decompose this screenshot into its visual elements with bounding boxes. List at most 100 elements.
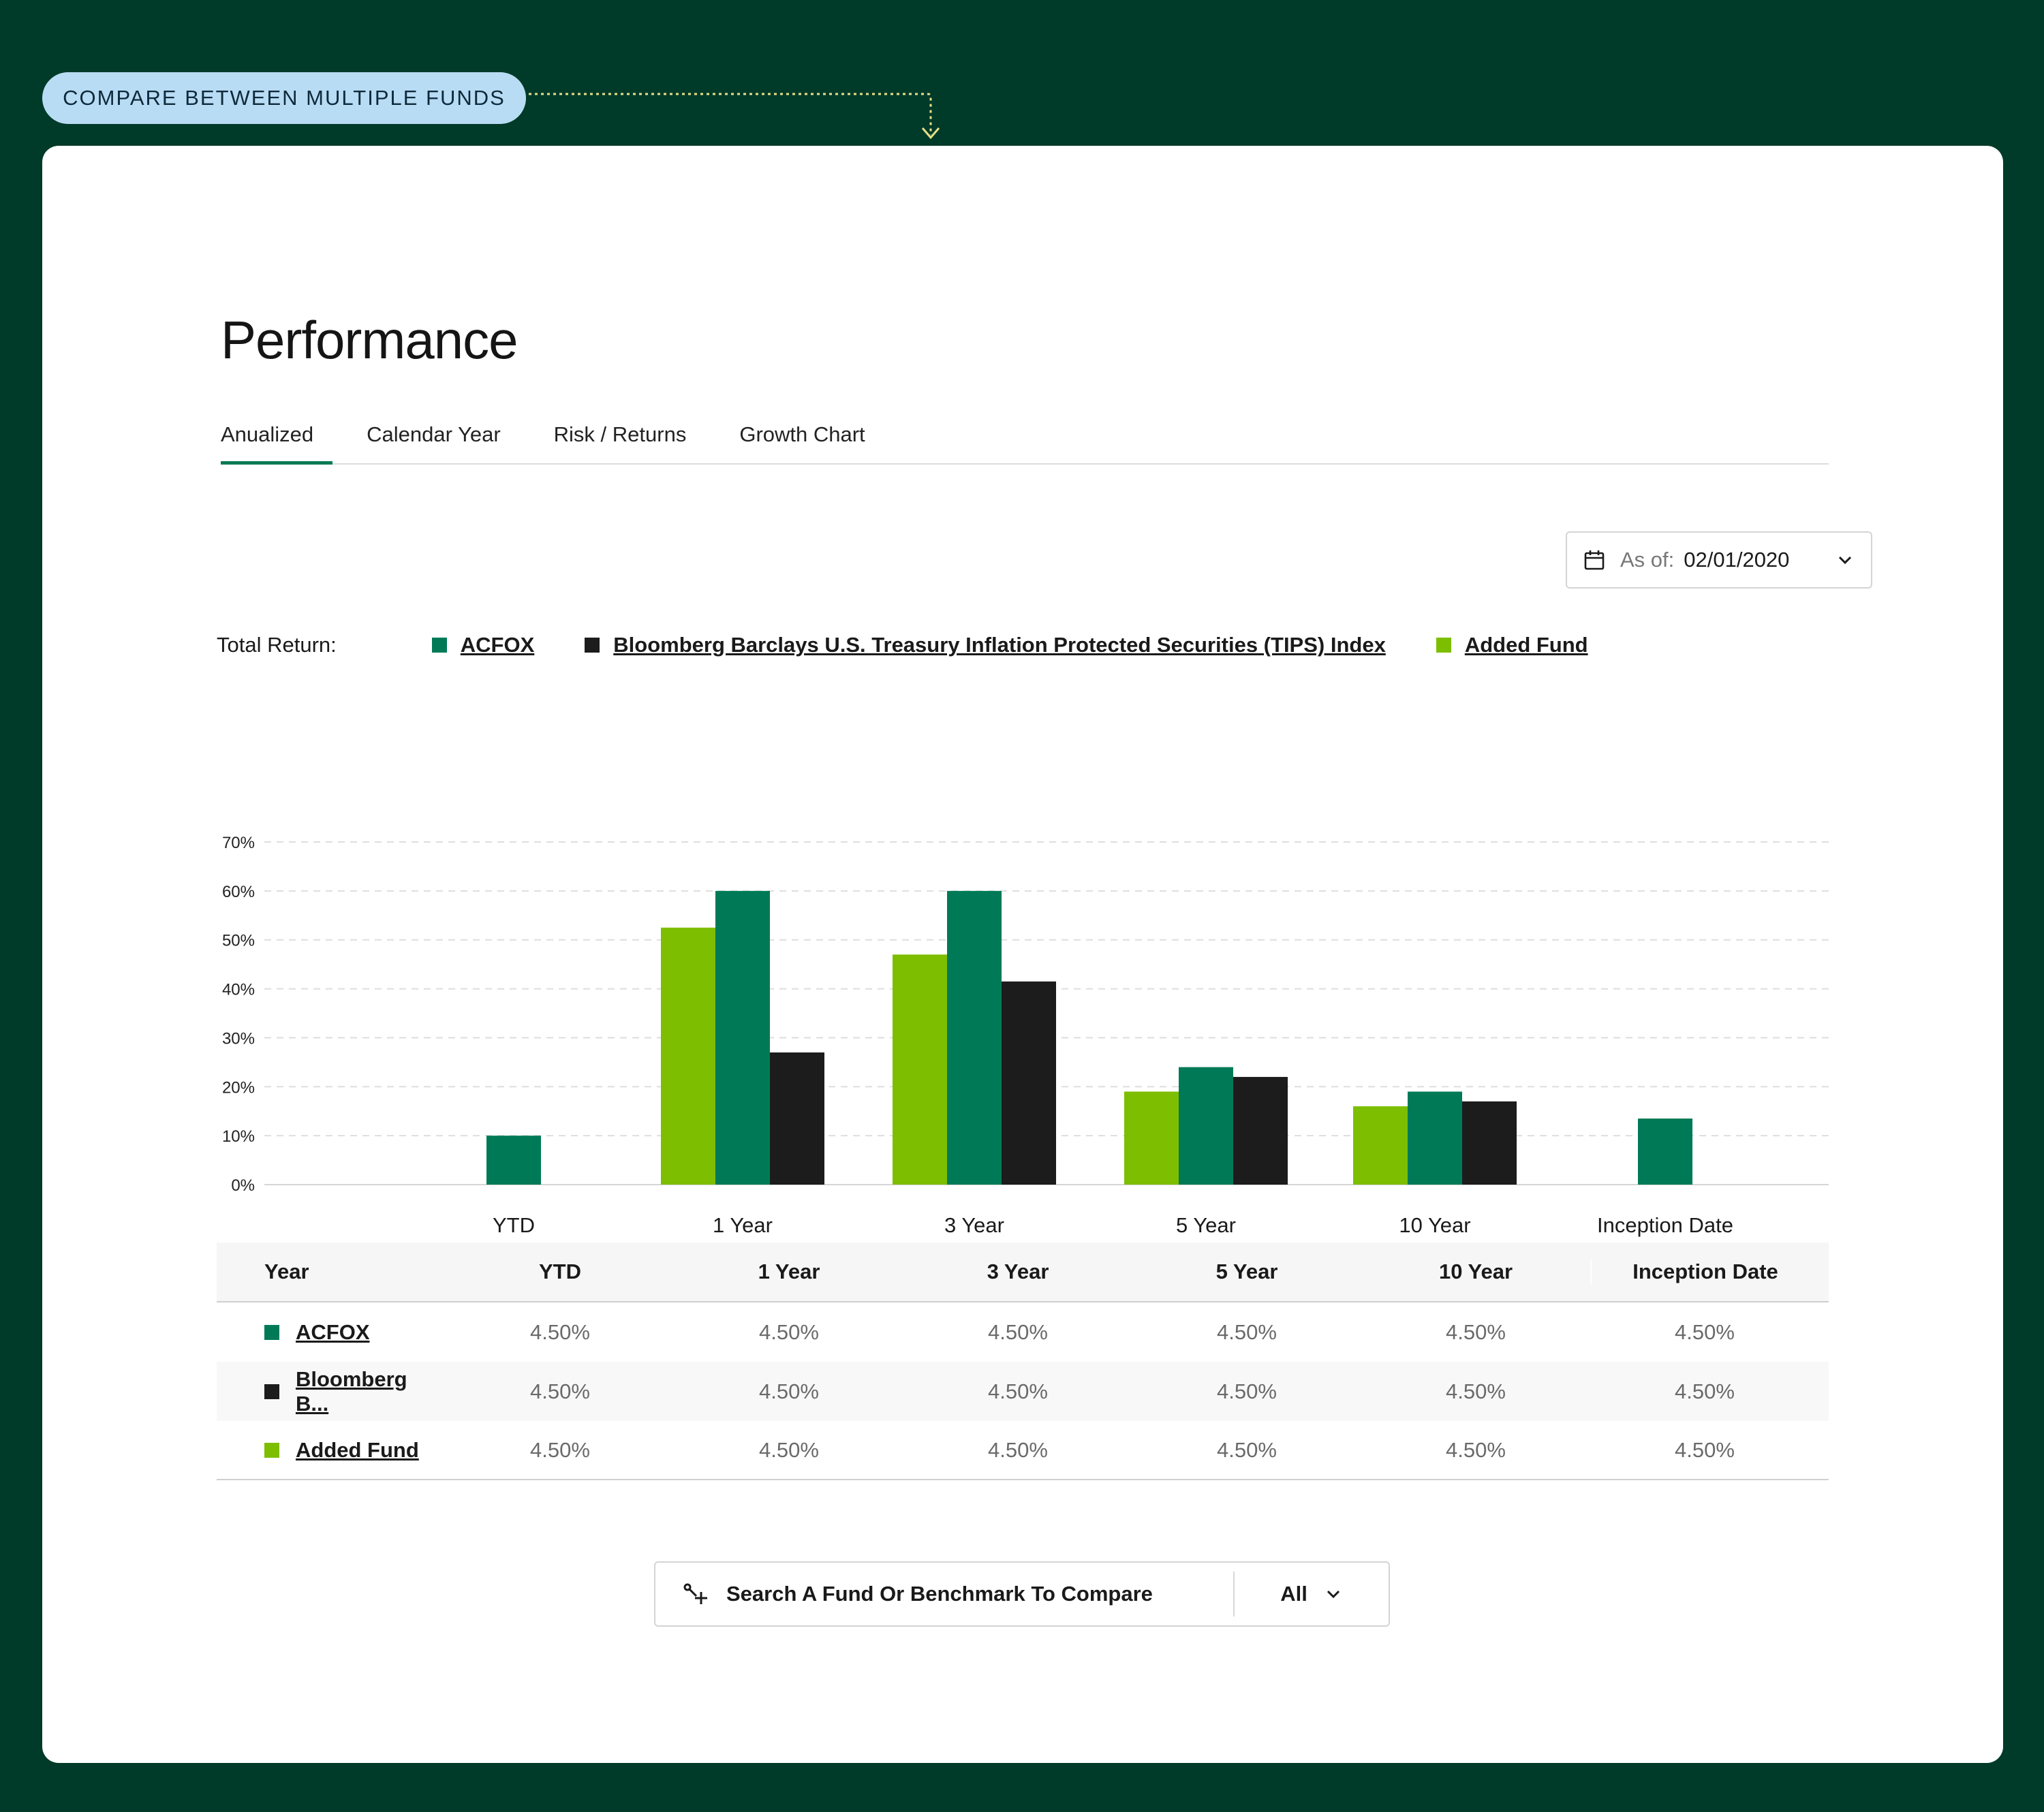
table-header-3-year: 3 Year bbox=[987, 1260, 1049, 1283]
performance-tabs: Anualized Calendar Year Risk / Returns G… bbox=[221, 418, 1829, 465]
performance-card: Performance Anualized Calendar Year Risk… bbox=[42, 146, 2003, 1763]
legend-swatch bbox=[585, 638, 600, 653]
table-cell: 4.50% bbox=[759, 1319, 819, 1344]
table-row: ACFOX 4.50% 4.50% 4.50% 4.50% 4.50% 4.50… bbox=[217, 1302, 1829, 1362]
table-row: Added Fund 4.50% 4.50% 4.50% 4.50% 4.50%… bbox=[217, 1421, 1829, 1480]
table-cell: 4.50% bbox=[530, 1437, 590, 1462]
chart-bar bbox=[893, 954, 947, 1185]
chart-bar bbox=[1638, 1118, 1692, 1185]
y-tick-label: 0% bbox=[231, 1176, 255, 1195]
legend-swatch bbox=[1436, 638, 1451, 653]
row-name-cell: ACFOX bbox=[217, 1320, 446, 1345]
total-return-bar-chart: 0%10%20%30%40%50%60%70%YTD03/01/20211 Ye… bbox=[222, 834, 1829, 1260]
search-input[interactable]: Search A Fund Or Benchmark To Compare bbox=[726, 1582, 1153, 1606]
table-cell: 4.50% bbox=[1446, 1319, 1506, 1344]
legend-label[interactable]: Bloomberg Barclays U.S. Treasury Inflati… bbox=[613, 633, 1386, 657]
chart-bar bbox=[770, 1052, 824, 1185]
table-cell: 4.50% bbox=[759, 1437, 819, 1462]
x-tick-label: 5 Year bbox=[1176, 1213, 1236, 1237]
x-tick-label: Inception Date bbox=[1597, 1213, 1733, 1237]
calendar-icon bbox=[1584, 550, 1605, 570]
filter-value: All bbox=[1280, 1582, 1307, 1606]
legend-label[interactable]: ACFOX bbox=[460, 633, 535, 657]
x-tick-label: YTD bbox=[493, 1213, 535, 1237]
table-cell: 4.50% bbox=[530, 1319, 590, 1344]
y-tick-label: 70% bbox=[222, 834, 255, 852]
y-tick-label: 40% bbox=[222, 981, 255, 999]
row-fund-link[interactable]: Added Fund bbox=[296, 1437, 419, 1462]
y-tick-label: 20% bbox=[222, 1078, 255, 1097]
table-cell: 4.50% bbox=[988, 1379, 1048, 1403]
as-of-label: As of: bbox=[1620, 548, 1675, 572]
legend-swatch bbox=[431, 638, 447, 653]
legend-item-bloomberg[interactable]: Bloomberg Barclays U.S. Treasury Inflati… bbox=[585, 633, 1386, 657]
chart-bar bbox=[1233, 1076, 1288, 1185]
tab-risk-returns[interactable]: Risk / Returns bbox=[553, 422, 687, 446]
row-swatch bbox=[264, 1384, 279, 1399]
table-cell: 4.50% bbox=[1446, 1379, 1506, 1403]
row-swatch bbox=[264, 1442, 279, 1458]
table-cell: 4.50% bbox=[1217, 1437, 1277, 1462]
tab-anualized[interactable]: Anualized bbox=[221, 418, 333, 465]
legend-label[interactable]: Added Fund bbox=[1464, 633, 1588, 657]
y-tick-label: 30% bbox=[222, 1029, 255, 1048]
search-divider bbox=[1233, 1572, 1235, 1616]
add-compare-icon bbox=[683, 1583, 707, 1604]
legend-item-added-fund[interactable]: Added Fund bbox=[1436, 633, 1588, 657]
table-row: Bloomberg B... 4.50% 4.50% 4.50% 4.50% 4… bbox=[217, 1362, 1829, 1421]
compare-callout-badge: COMPARE BETWEEN MULTIPLE FUNDS bbox=[42, 72, 526, 124]
page-title: Performance bbox=[221, 310, 518, 370]
chevron-down-icon bbox=[1327, 1590, 1340, 1599]
table-header-inception-date: Inception Date bbox=[1590, 1260, 1819, 1284]
as-of-date-dropdown[interactable]: As of: 02/01/2020 bbox=[1566, 531, 1872, 589]
table-header-1-year: 1 Year bbox=[758, 1260, 820, 1283]
x-tick-label: 3 Year bbox=[944, 1213, 1004, 1237]
row-name-cell: Added Fund bbox=[217, 1438, 446, 1463]
chart-bar bbox=[947, 890, 1002, 1185]
y-tick-label: 50% bbox=[222, 932, 255, 950]
callout-connector-arrow bbox=[529, 93, 940, 140]
table-header-row: Year YTD 1 Year 3 Year 5 Year 10 Year In… bbox=[217, 1243, 1829, 1302]
table-cell: 4.50% bbox=[530, 1379, 590, 1403]
chart-bar bbox=[1124, 1091, 1179, 1185]
chart-bar bbox=[1002, 981, 1056, 1185]
compare-search-bar[interactable]: Search A Fund Or Benchmark To Compare Al… bbox=[654, 1561, 1390, 1627]
x-tick-label: 1 Year bbox=[713, 1213, 773, 1237]
chart-bar bbox=[1353, 1106, 1408, 1185]
legend-item-acfox[interactable]: ACFOX bbox=[431, 633, 535, 657]
y-tick-label: 60% bbox=[222, 883, 255, 901]
table-cell: 4.50% bbox=[759, 1379, 819, 1403]
chart-bar bbox=[1179, 1067, 1233, 1185]
chart-bar bbox=[715, 890, 770, 1185]
table-cell: 4.50% bbox=[988, 1437, 1048, 1462]
row-name-cell: Bloomberg B... bbox=[217, 1367, 446, 1416]
table-cell: 4.50% bbox=[1675, 1379, 1735, 1403]
tab-growth-chart[interactable]: Growth Chart bbox=[739, 422, 865, 446]
chevron-down-icon bbox=[1838, 556, 1852, 565]
x-tick-label: 10 Year bbox=[1399, 1213, 1470, 1237]
row-fund-link[interactable]: ACFOX bbox=[296, 1319, 370, 1344]
table-header-5-year: 5 Year bbox=[1215, 1260, 1278, 1283]
chart-legend: Total Return: ACFOX Bloomberg Barclays U… bbox=[217, 628, 1639, 662]
tab-calendar-year[interactable]: Calendar Year bbox=[367, 422, 501, 446]
table-cell: 4.50% bbox=[1446, 1437, 1506, 1462]
table-header-year: Year bbox=[264, 1260, 309, 1283]
performance-table: Year YTD 1 Year 3 Year 5 Year 10 Year In… bbox=[217, 1243, 1829, 1480]
chart-bar bbox=[486, 1136, 541, 1185]
legend-title: Total Return: bbox=[217, 633, 337, 657]
as-of-value: 02/01/2020 bbox=[1684, 548, 1790, 572]
search-filter-dropdown[interactable]: All bbox=[1235, 1582, 1389, 1606]
table-cell: 4.50% bbox=[1217, 1379, 1277, 1403]
chart-bar bbox=[1462, 1101, 1517, 1185]
table-header-ytd: YTD bbox=[539, 1260, 581, 1283]
table-cell: 4.50% bbox=[988, 1319, 1048, 1344]
row-fund-link[interactable]: Bloomberg B... bbox=[295, 1366, 407, 1416]
chart-bar bbox=[661, 927, 715, 1185]
y-tick-label: 10% bbox=[222, 1127, 255, 1146]
table-cell: 4.50% bbox=[1675, 1437, 1735, 1462]
row-swatch bbox=[264, 1324, 279, 1340]
chart-bar bbox=[1408, 1091, 1462, 1185]
table-header-10-year: 10 Year bbox=[1438, 1260, 1513, 1283]
table-cell: 4.50% bbox=[1217, 1319, 1277, 1344]
table-cell: 4.50% bbox=[1675, 1319, 1735, 1344]
